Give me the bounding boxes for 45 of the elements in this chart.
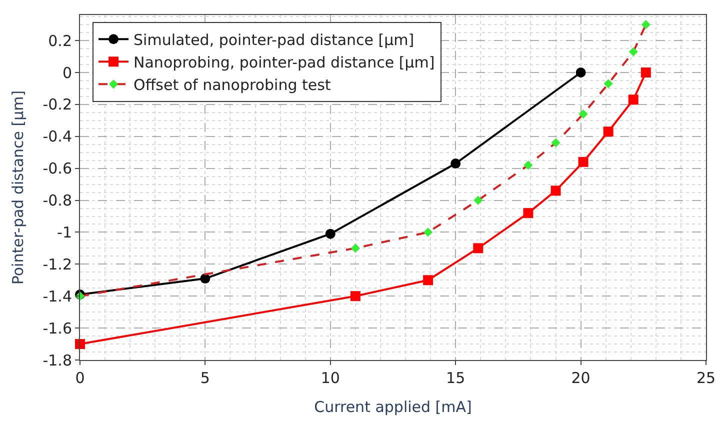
legend-label: Simulated, pointer-pad distance [µm] xyxy=(134,31,414,49)
y-tick-label: -1.6 xyxy=(42,319,72,338)
x-axis-title: Current applied [mA] xyxy=(314,398,472,416)
x-tick-label: 10 xyxy=(320,369,340,387)
point xyxy=(524,160,533,170)
point xyxy=(628,94,638,105)
point xyxy=(423,275,434,286)
point xyxy=(550,186,561,196)
x-tick-label: 15 xyxy=(446,369,466,387)
point xyxy=(641,20,650,30)
x-tick-label: 5 xyxy=(200,369,210,387)
point xyxy=(200,274,210,284)
y-tick-label: -1.2 xyxy=(42,255,72,274)
point xyxy=(350,244,360,253)
point xyxy=(578,156,588,167)
y-tick-label: -0.6 xyxy=(42,160,72,178)
y-tick-label: -0.2 xyxy=(42,96,72,114)
point xyxy=(450,158,461,169)
point xyxy=(424,228,433,237)
y-tick-label: -1.4 xyxy=(42,287,72,306)
y-tick-label: -0.8 xyxy=(42,192,72,210)
point xyxy=(640,68,651,78)
x-tick-label: 0 xyxy=(75,369,85,387)
point xyxy=(628,47,638,56)
y-tick-label: 0.2 xyxy=(48,32,72,50)
y-tick-label: -1.8 xyxy=(42,351,72,370)
point xyxy=(523,208,534,218)
point xyxy=(474,196,483,205)
point xyxy=(473,243,484,254)
x-tick-label: 20 xyxy=(571,369,590,387)
point xyxy=(551,138,560,148)
legend-label: Offset of nanoprobing test xyxy=(134,76,331,94)
y-tick-label: -1 xyxy=(57,223,72,242)
y-tick-label: -0.4 xyxy=(42,128,72,146)
x-tick-label: 25 xyxy=(696,369,716,387)
point xyxy=(578,109,588,119)
point xyxy=(75,339,85,350)
point xyxy=(325,228,336,239)
y-axis-title: Pointer-pad distance [µm] xyxy=(8,90,27,285)
point xyxy=(604,79,613,88)
y-tick-label: 0 xyxy=(62,64,72,82)
point xyxy=(603,126,614,137)
legend-label: Nanoprobing, pointer-pad distance [µm] xyxy=(134,54,435,72)
point xyxy=(576,68,586,78)
point xyxy=(350,291,360,302)
